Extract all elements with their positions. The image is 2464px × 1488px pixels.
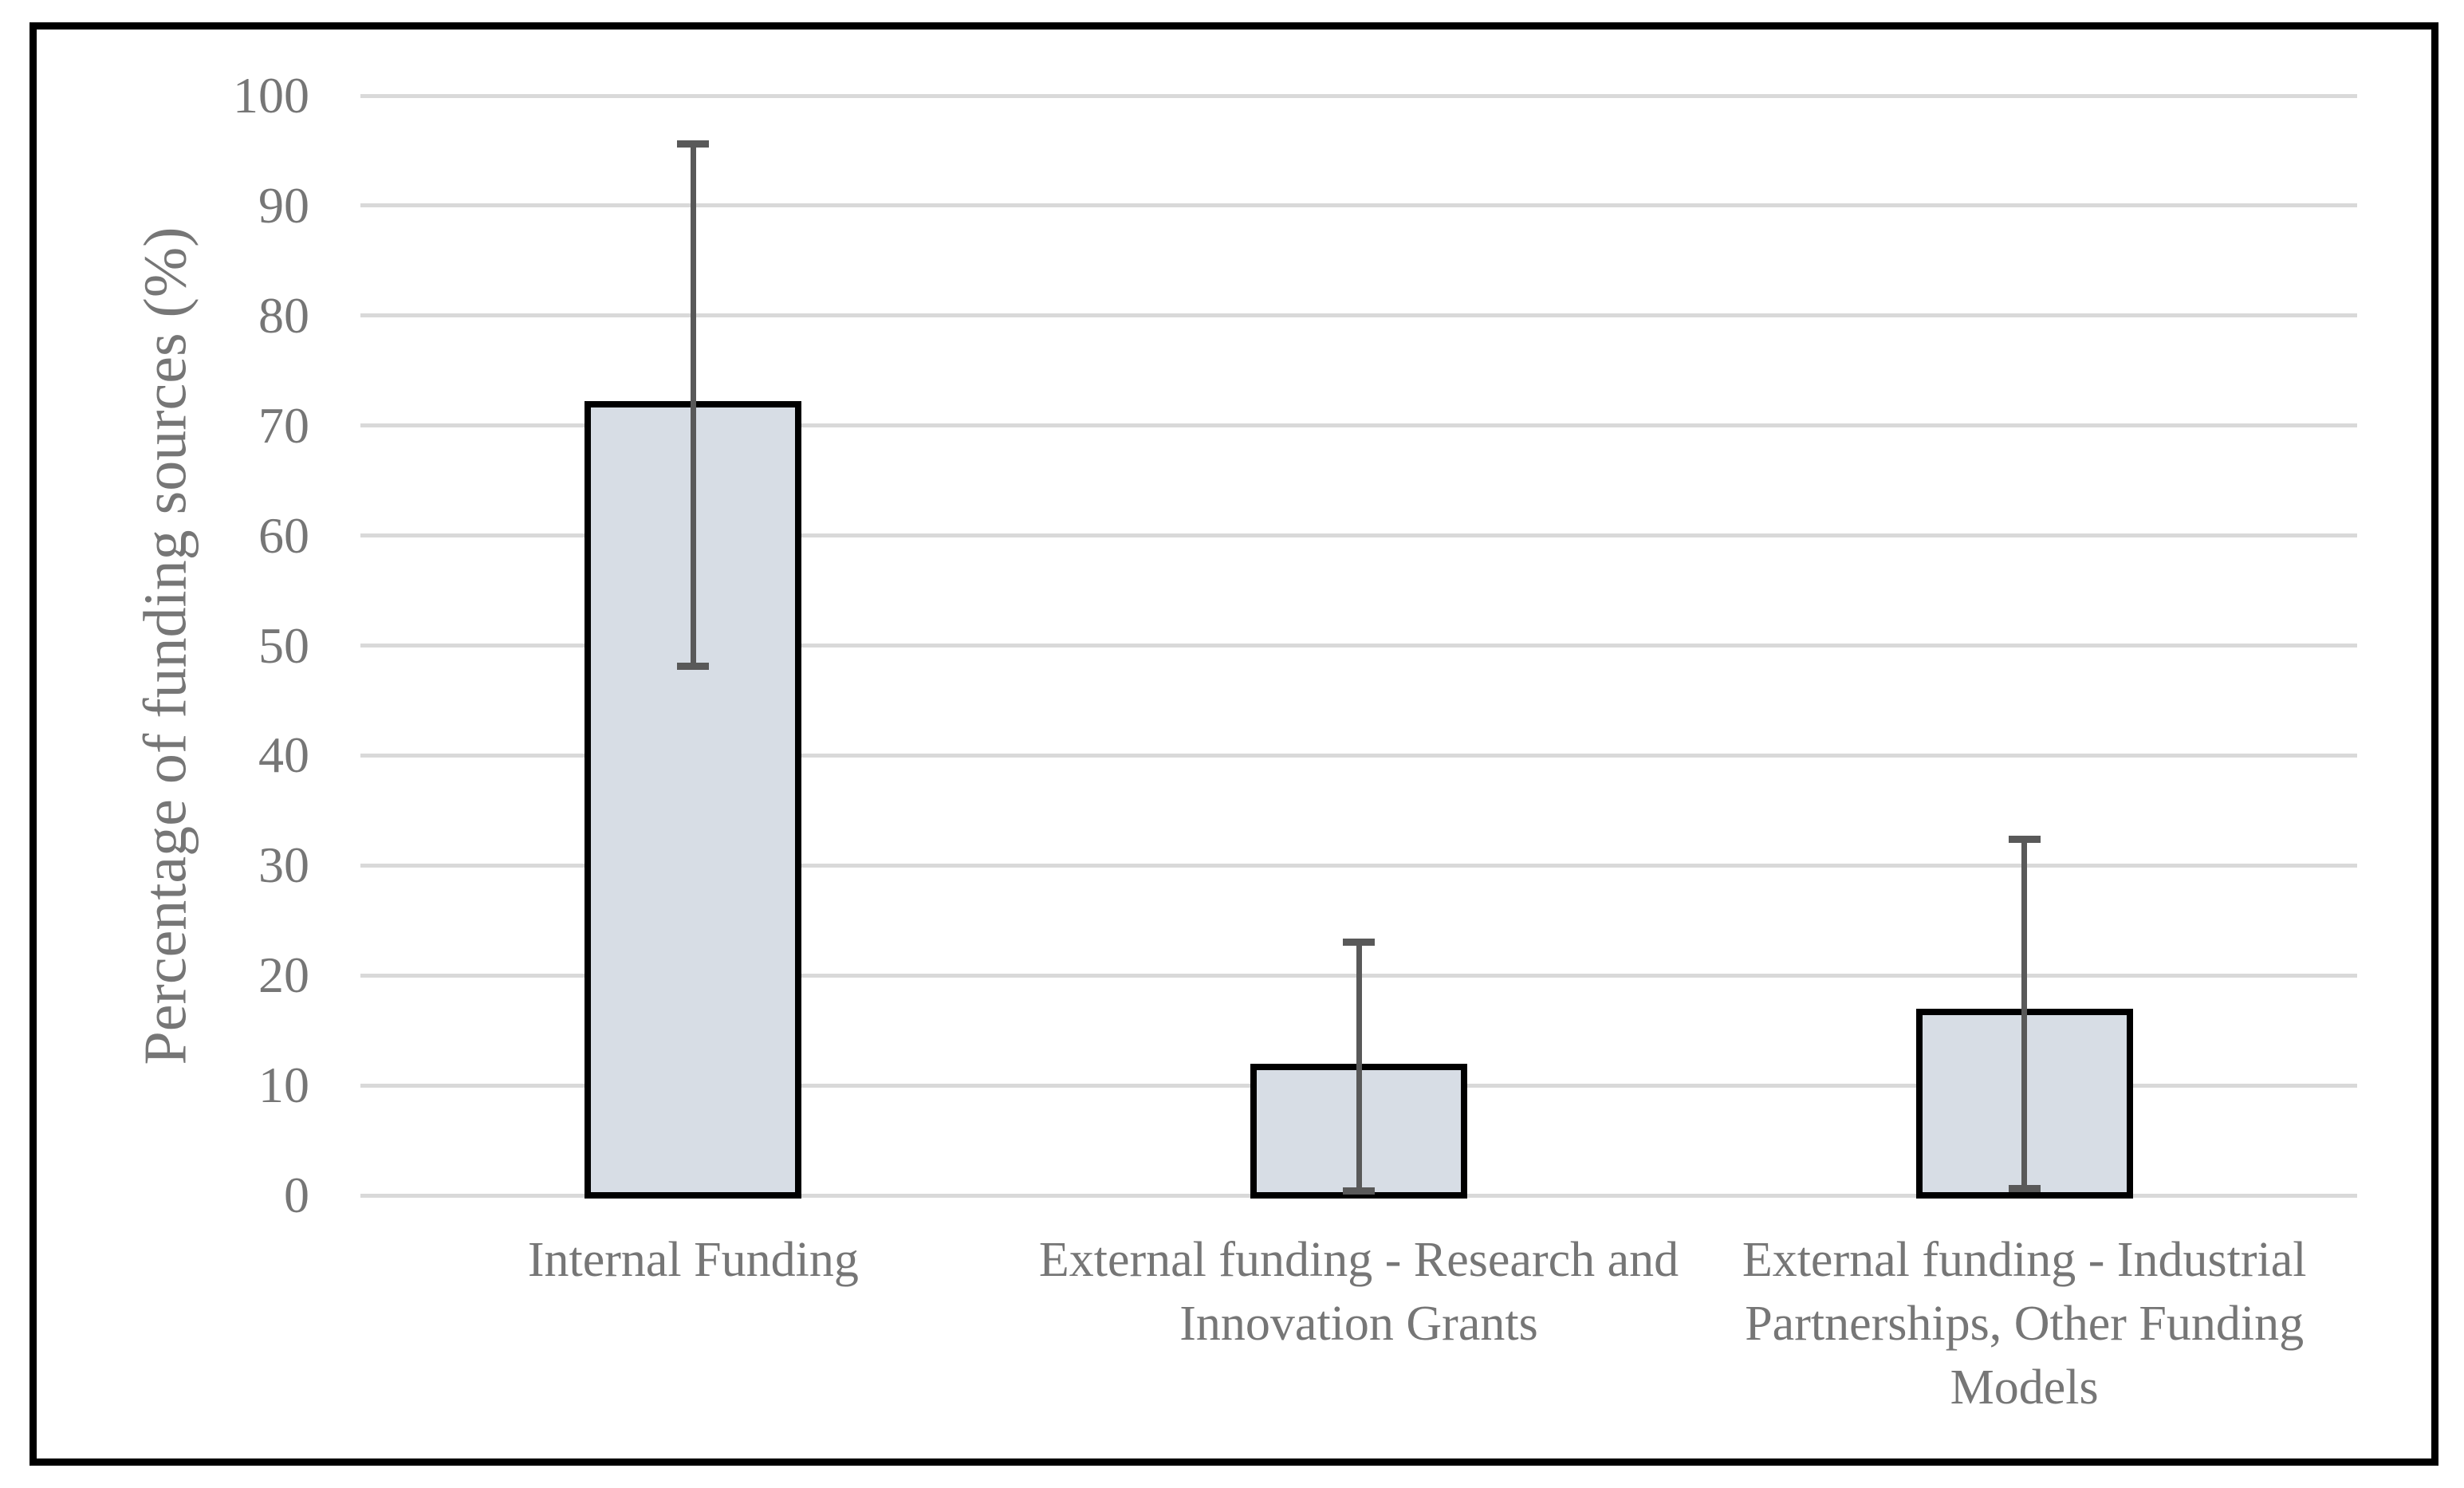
gridline (360, 863, 2357, 868)
x-category-label: Partnerships, Other Funding (1745, 1297, 2305, 1351)
y-tick-label: 50 (258, 616, 309, 674)
figure-border (30, 22, 2438, 1466)
y-tick-label: 100 (233, 67, 309, 124)
error-bar-cap (1343, 1187, 1375, 1195)
error-bar-cap (2008, 1185, 2041, 1193)
error-bar-line (690, 144, 696, 667)
y-tick-label: 10 (258, 1057, 309, 1114)
y-tick-label: 90 (258, 176, 309, 234)
y-tick-label: 30 (258, 837, 309, 894)
error-bar-cap (677, 140, 710, 148)
gridline (360, 753, 2357, 758)
y-tick-label: 0 (284, 1167, 309, 1223)
error-bar-line (2021, 839, 2028, 1189)
gridline (360, 533, 2357, 538)
gridline (360, 644, 2357, 648)
x-category-label: Innovation Grants (1179, 1297, 1538, 1351)
x-category-label: External funding - Industrial (1742, 1233, 2307, 1287)
error-bar-line (1356, 942, 1362, 1191)
x-category-label: Models (1950, 1360, 2099, 1415)
error-bar-cap (2008, 835, 2041, 843)
y-tick-label: 60 (258, 506, 309, 564)
error-bar-cap (1343, 939, 1375, 947)
y-tick-label: 70 (258, 396, 309, 454)
y-tick-label: 40 (258, 726, 309, 784)
x-category-label: Internal Funding (527, 1233, 859, 1287)
y-tick-label: 80 (258, 286, 309, 344)
gridline (360, 93, 2357, 98)
y-tick-label: 20 (258, 947, 309, 1004)
error-bar-cap (677, 663, 710, 671)
gridline (360, 423, 2357, 428)
x-category-label: External funding - Research and (1038, 1233, 1679, 1287)
gridline (360, 203, 2357, 208)
gridline (360, 313, 2357, 318)
